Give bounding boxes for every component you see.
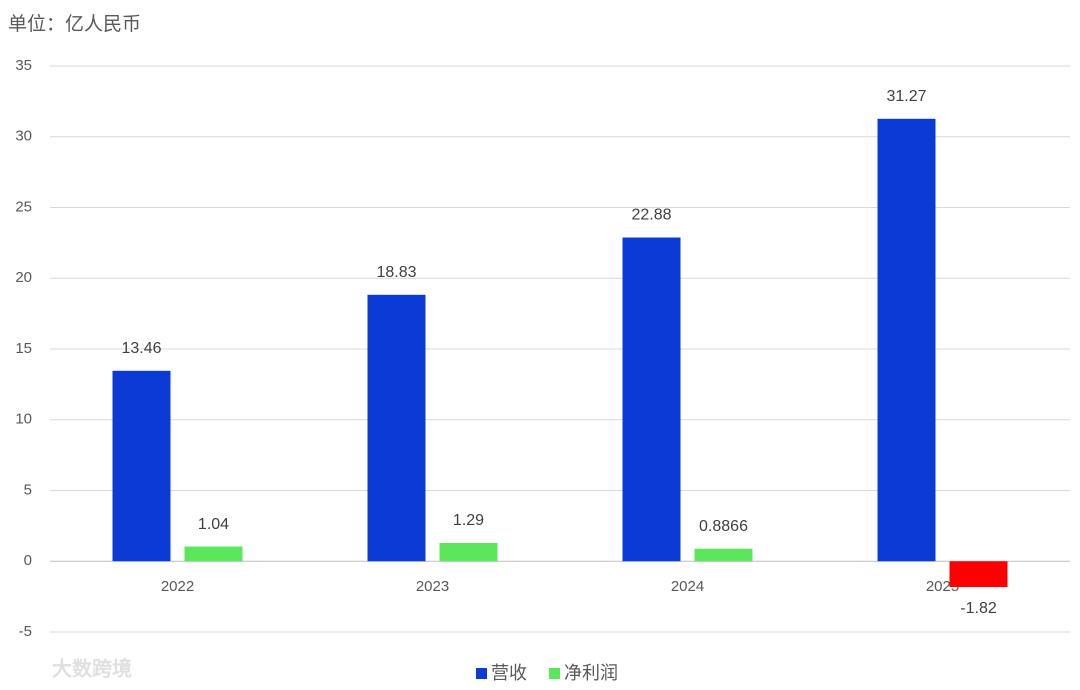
bar [877,118,936,562]
legend-swatch [549,668,560,679]
data-label: 13.46 [121,340,161,357]
data-label: 1.04 [198,516,229,533]
y-tick-label: 5 [24,481,32,498]
y-tick-label: 35 [15,57,32,74]
y-tick-label: 20 [15,269,32,286]
bar [694,548,753,562]
y-tick-label: -5 [19,623,32,640]
bar [949,561,1008,588]
data-label: 18.83 [376,264,416,281]
legend-label: 营收 [491,663,527,683]
data-label: 1.29 [453,512,484,529]
x-tick-label: 2024 [671,578,704,595]
y-tick-label: 25 [15,198,32,215]
legend-label: 净利润 [564,663,618,683]
y-tick-label: 0 [24,552,32,569]
data-label: 0.8866 [699,518,748,535]
bar [367,294,426,562]
y-tick-label: 15 [15,340,32,357]
bar [439,542,498,562]
watermark: 大数跨境 [52,656,132,680]
y-tick-label: 30 [15,128,32,145]
bar [622,237,681,562]
legend-swatch [476,668,487,679]
unit-label: 单位：亿人民币 [8,13,141,35]
data-label: 22.88 [631,207,671,224]
data-label: -1.82 [960,600,997,617]
data-label: 31.27 [886,88,926,105]
x-tick-label: 2022 [161,578,194,595]
y-tick-label: 10 [15,411,32,428]
bar [184,546,243,562]
bar [112,370,171,562]
x-tick-label: 2023 [416,578,449,595]
